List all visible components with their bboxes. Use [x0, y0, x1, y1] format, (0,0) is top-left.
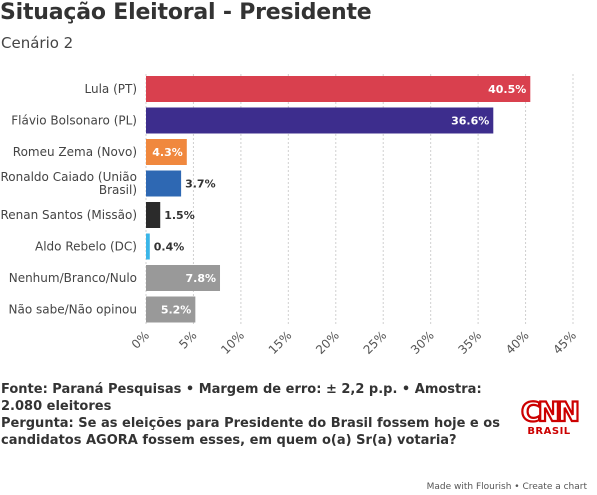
cnn-brasil-logo: CNN BRASIL [519, 397, 579, 439]
bar [146, 76, 531, 102]
x-tick-label: 10% [218, 328, 247, 357]
svg-text:CNN: CNN [521, 397, 578, 425]
value-label: 5.2% [161, 304, 192, 317]
bar [146, 139, 187, 165]
bar [146, 202, 161, 228]
category-label: Lula (PT) [84, 82, 137, 96]
value-label: 3.7% [185, 178, 216, 191]
value-label: 4.3% [152, 146, 183, 159]
x-tick-label: 0% [129, 328, 152, 351]
value-label: 7.8% [185, 272, 216, 285]
logo-subtext: BRASIL [527, 426, 571, 437]
chart-subtitle: Cenário 2 [1, 34, 74, 52]
x-tick-label: 25% [361, 328, 390, 357]
cnn-logo-icon: CNN [520, 397, 579, 425]
category-label: Aldo Rebelo (DC) [35, 240, 137, 254]
bar [146, 170, 182, 197]
x-tick-label: 45% [550, 328, 579, 357]
bar [146, 296, 196, 323]
category-label: Flávio Bolsonaro (PL) [11, 114, 137, 128]
bar [146, 233, 150, 260]
category-label: Nenhum/Branco/Nulo [9, 271, 137, 285]
category-label: Ronaldo Caiado (União Brasil) [1, 170, 138, 197]
x-tick-label: 30% [408, 328, 437, 357]
category-label: Romeu Zema (Novo) [13, 145, 137, 159]
chart-title: Situação Eleitoral - Presidente [0, 0, 372, 25]
bar [146, 107, 494, 134]
value-label: 0.4% [154, 241, 185, 254]
value-label: 1.5% [164, 209, 195, 222]
made-with-flourish-link[interactable]: Made with Flourish • Create a chart [426, 482, 587, 492]
footer-notes: Fonte: Paraná Pesquisas • Margem de erro… [1, 381, 501, 449]
x-tick-label: 15% [266, 328, 295, 357]
x-tick-label: 40% [503, 328, 532, 357]
x-tick-label: 35% [455, 328, 484, 357]
x-tick-label: 20% [313, 328, 342, 357]
question-note: Pergunta: Se as eleições para Presidente… [1, 416, 500, 448]
x-tick-label: 5% [176, 328, 199, 351]
value-label: 36.6% [451, 115, 489, 128]
bar-chart: 0% 5% 10% 15% 20% 25% 30% 35% 40% 45% Lula (PT) 40.… [1, 74, 579, 357]
category-label: Não sabe/Não opinou [9, 303, 137, 317]
value-label: 40.5% [488, 83, 526, 96]
source-note: Fonte: Paraná Pesquisas • Margem de erro… [1, 382, 482, 414]
bar [146, 265, 221, 291]
category-label: Renan Santos (Missão) [1, 208, 138, 222]
